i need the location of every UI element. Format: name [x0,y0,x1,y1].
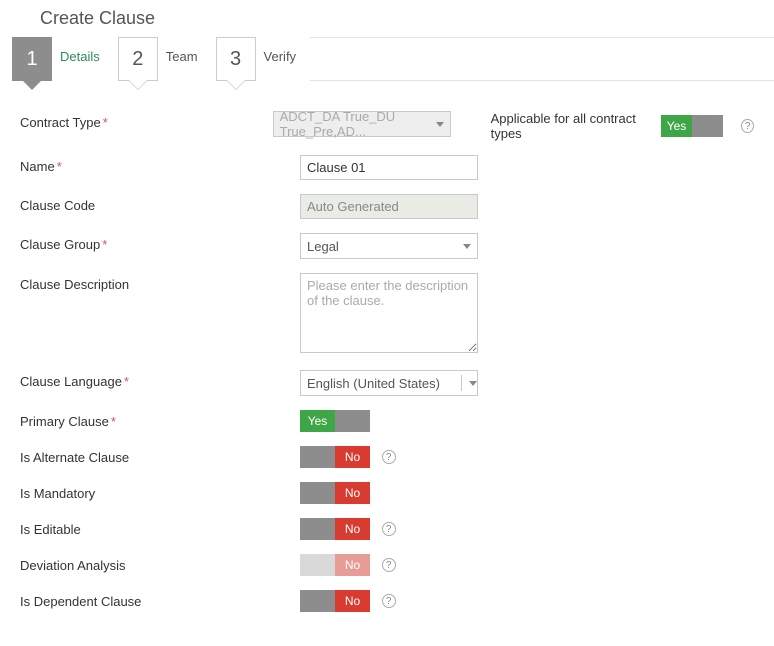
row-is-editable: Is Editable No ? [20,518,754,540]
label-clause-language: Clause Language* [20,370,300,389]
row-contract-type: Contract Type* ADCT_DA True_DU True_Pre,… [20,111,754,141]
name-input[interactable] [300,155,478,180]
wizard-step-team[interactable]: 2 Team [118,37,216,81]
label-clause-group: Clause Group* [20,233,300,252]
step-number: 1 [12,37,52,81]
clause-code-display: Auto Generated [300,194,478,219]
required-marker: * [111,414,116,429]
help-icon[interactable]: ? [741,119,754,133]
help-icon[interactable]: ? [382,558,396,572]
create-clause-page: Create Clause 1 Details 2 Team 3 Verify … [0,0,774,646]
label-name: Name* [20,155,300,174]
label-deviation-analysis: Deviation Analysis [20,554,300,573]
step-number: 2 [118,37,158,81]
step-label: Details [60,49,100,64]
applicable-all-group: Applicable for all contract types Yes ? [491,111,754,141]
contract-type-select[interactable]: ADCT_DA True_DU True_Pre,AD... [273,111,451,137]
wizard-step-verify[interactable]: 3 Verify [216,37,315,81]
step-label: Verify [264,49,297,64]
row-clause-language: Clause Language* English (United States) [20,370,754,396]
applicable-all-toggle[interactable]: Yes [661,115,723,137]
label-contract-type: Contract Type* [20,111,273,130]
row-clause-group: Clause Group* Legal [20,233,754,259]
help-icon[interactable]: ? [382,594,396,608]
row-deviation-analysis: Deviation Analysis No ? [20,554,754,576]
label-is-editable: Is Editable [20,518,300,537]
page-title: Create Clause [40,8,774,29]
chevron-down-icon [469,381,477,386]
row-clause-code: Clause Code Auto Generated [20,194,754,219]
row-is-mandatory: Is Mandatory No [20,482,754,504]
required-marker: * [103,115,108,130]
label-applicable-all: Applicable for all contract types [491,111,651,141]
required-marker: * [124,374,129,389]
label-primary-clause: Primary Clause* [20,410,300,429]
wizard-steps: 1 Details 2 Team 3 Verify [12,37,774,93]
form-area: Contract Type* ADCT_DA True_DU True_Pre,… [0,93,774,612]
help-icon[interactable]: ? [382,522,396,536]
wizard-spacer [310,37,774,81]
clause-language-select[interactable]: English (United States) [300,370,478,396]
row-name: Name* [20,155,754,180]
label-clause-code: Clause Code [20,194,300,213]
label-is-alternate: Is Alternate Clause [20,446,300,465]
chevron-down-icon [436,122,444,127]
wizard-step-details[interactable]: 1 Details [12,37,118,81]
primary-clause-toggle[interactable]: Yes [300,410,370,432]
step-label: Team [166,49,198,64]
label-is-dependent: Is Dependent Clause [20,590,300,609]
row-primary-clause: Primary Clause* Yes [20,410,754,432]
clause-group-select[interactable]: Legal [300,233,478,259]
help-icon[interactable]: ? [382,450,396,464]
is-editable-toggle[interactable]: No [300,518,370,540]
chevron-down-icon [463,244,471,249]
row-is-dependent: Is Dependent Clause No ? [20,590,754,612]
row-clause-description: Clause Description [20,273,754,356]
deviation-analysis-toggle: No [300,554,370,576]
label-clause-description: Clause Description [20,273,300,292]
is-dependent-toggle[interactable]: No [300,590,370,612]
is-mandatory-toggle[interactable]: No [300,482,370,504]
row-is-alternate: Is Alternate Clause No ? [20,446,754,468]
required-marker: * [57,159,62,174]
label-is-mandatory: Is Mandatory [20,482,300,501]
required-marker: * [102,237,107,252]
step-number: 3 [216,37,256,81]
is-alternate-toggle[interactable]: No [300,446,370,468]
clause-description-textarea[interactable] [300,273,478,353]
